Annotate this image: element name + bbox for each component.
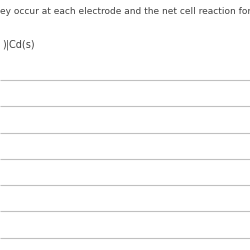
Text: ey occur at each electrode and the net cell reaction for this electr: ey occur at each electrode and the net c… bbox=[0, 8, 250, 16]
Text: )|Cd(s): )|Cd(s) bbox=[2, 40, 35, 50]
